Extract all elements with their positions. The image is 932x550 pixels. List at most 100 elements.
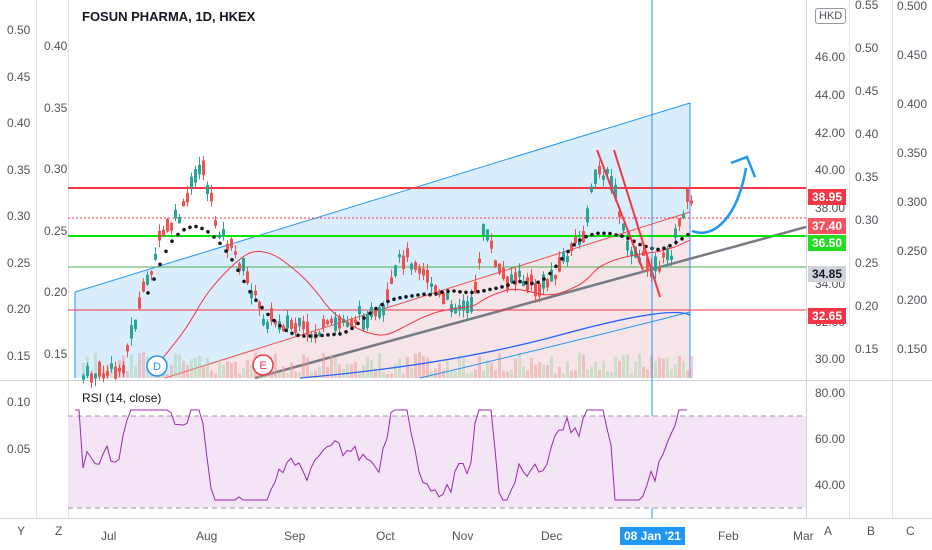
candle-body bbox=[382, 304, 385, 316]
volume-bar bbox=[530, 357, 533, 378]
a-button[interactable]: A bbox=[824, 524, 833, 538]
c-button[interactable]: C bbox=[906, 524, 915, 538]
candle-body bbox=[486, 229, 489, 241]
candle-body bbox=[482, 224, 485, 236]
candle-body bbox=[418, 266, 421, 274]
candle-body bbox=[178, 216, 181, 224]
volume-bar bbox=[446, 360, 449, 378]
volume-bar bbox=[294, 371, 297, 378]
volume-bar bbox=[450, 370, 453, 378]
rsi-title[interactable]: RSI (14, close) bbox=[82, 391, 162, 405]
candle-body bbox=[502, 268, 505, 279]
candle-body bbox=[186, 192, 189, 203]
time-axis-label: Jul bbox=[101, 529, 117, 543]
volume-bar bbox=[550, 355, 553, 378]
volume-bar bbox=[678, 356, 681, 378]
volume-bar bbox=[358, 372, 361, 378]
dotted-curve-point bbox=[302, 334, 306, 338]
dotted-curve-point bbox=[176, 232, 180, 237]
right-axis-1-label: 0.50 bbox=[855, 41, 879, 55]
b-button[interactable]: B bbox=[867, 524, 876, 538]
price-axis-divider bbox=[806, 0, 807, 518]
candle-body bbox=[82, 375, 85, 380]
candle-body bbox=[446, 292, 449, 300]
volume-bar bbox=[458, 354, 461, 378]
candle-body bbox=[414, 262, 417, 270]
volume-bar bbox=[410, 367, 413, 378]
rsi-axis-label: 80.00 bbox=[815, 386, 846, 400]
right-axis-2-label: 0.500 bbox=[897, 0, 928, 13]
dotted-curve-point bbox=[452, 289, 456, 293]
left-axis-2-label: 0.25 bbox=[44, 223, 68, 238]
candle-body bbox=[270, 308, 273, 322]
volume-bar bbox=[186, 364, 189, 378]
rsi-axis-label: 60.00 bbox=[815, 432, 846, 446]
z-button[interactable]: Z bbox=[55, 524, 63, 538]
candle-body bbox=[578, 238, 581, 246]
volume-bar bbox=[414, 353, 417, 378]
symbol-title[interactable]: FOSUN PHARMA, 1D, HKEX bbox=[82, 9, 256, 24]
volume-bar bbox=[182, 360, 185, 378]
candle-body bbox=[514, 272, 517, 285]
candle-body bbox=[618, 211, 621, 217]
dotted-curve-point bbox=[386, 299, 390, 304]
dotted-curve-point bbox=[656, 247, 660, 252]
volume-bar bbox=[534, 364, 537, 378]
candle-body bbox=[110, 363, 113, 370]
rsi-axis-label: 40.00 bbox=[815, 478, 846, 492]
chart-canvas[interactable]: D E bbox=[0, 0, 806, 518]
volume-bar bbox=[206, 358, 209, 378]
volume-bar bbox=[442, 370, 445, 378]
candle-body bbox=[554, 274, 557, 280]
pane-divider[interactable] bbox=[0, 380, 932, 381]
volume-bar bbox=[526, 370, 529, 378]
candle-body bbox=[218, 234, 221, 238]
candle-body bbox=[586, 208, 589, 223]
volume-bar bbox=[210, 370, 213, 378]
dotted-curve-point bbox=[668, 243, 672, 248]
price-tag: 38.95 bbox=[808, 188, 847, 205]
candle-body bbox=[150, 271, 153, 275]
marker-d-circle bbox=[146, 355, 168, 377]
volume-bar bbox=[434, 368, 437, 378]
candle-body bbox=[286, 315, 289, 329]
volume-bar bbox=[510, 369, 513, 378]
volume-bar bbox=[302, 354, 305, 378]
candle-body bbox=[462, 300, 465, 311]
candle-body bbox=[90, 373, 93, 383]
right-axis-2-label: 0.250 bbox=[897, 244, 928, 258]
marker-d: D bbox=[153, 361, 161, 373]
candle-body bbox=[362, 315, 365, 330]
dotted-curve-point bbox=[530, 281, 534, 286]
y-button[interactable]: Y bbox=[17, 524, 26, 538]
right-axis-1-label: 0.15 bbox=[855, 342, 879, 356]
volume-bar bbox=[438, 363, 441, 378]
volume-bar bbox=[398, 358, 401, 378]
left-axis-1-label: 0.45 bbox=[7, 69, 31, 84]
candle-body bbox=[334, 317, 337, 331]
candle-body bbox=[234, 251, 237, 255]
candle-body bbox=[118, 367, 121, 372]
volume-bar bbox=[654, 361, 657, 378]
candle-body bbox=[350, 318, 353, 327]
dotted-curve-point bbox=[374, 306, 378, 311]
candle-body bbox=[190, 176, 193, 188]
volume-bar bbox=[174, 353, 177, 378]
dotted-curve-point bbox=[260, 305, 264, 310]
left-axis-divider-2 bbox=[36, 0, 37, 518]
dotted-curve-point bbox=[566, 249, 570, 254]
currency-badge[interactable]: HKD bbox=[815, 8, 847, 24]
dotted-curve-point bbox=[284, 328, 288, 333]
left-axis-1-label: 0.40 bbox=[7, 116, 31, 130]
volume-bar bbox=[546, 364, 549, 378]
volume-bar bbox=[390, 373, 393, 378]
volume-bar bbox=[382, 371, 385, 378]
volume-bar bbox=[558, 367, 561, 378]
candle-body bbox=[538, 283, 541, 297]
right-axis-divider-2 bbox=[892, 0, 893, 518]
candle-body bbox=[206, 184, 209, 195]
left-axis-1-label: 0.05 bbox=[7, 441, 31, 456]
dotted-curve-point bbox=[332, 332, 336, 337]
right-axis-2-label: 0.150 bbox=[897, 342, 928, 356]
dotted-curve-point bbox=[314, 334, 318, 338]
